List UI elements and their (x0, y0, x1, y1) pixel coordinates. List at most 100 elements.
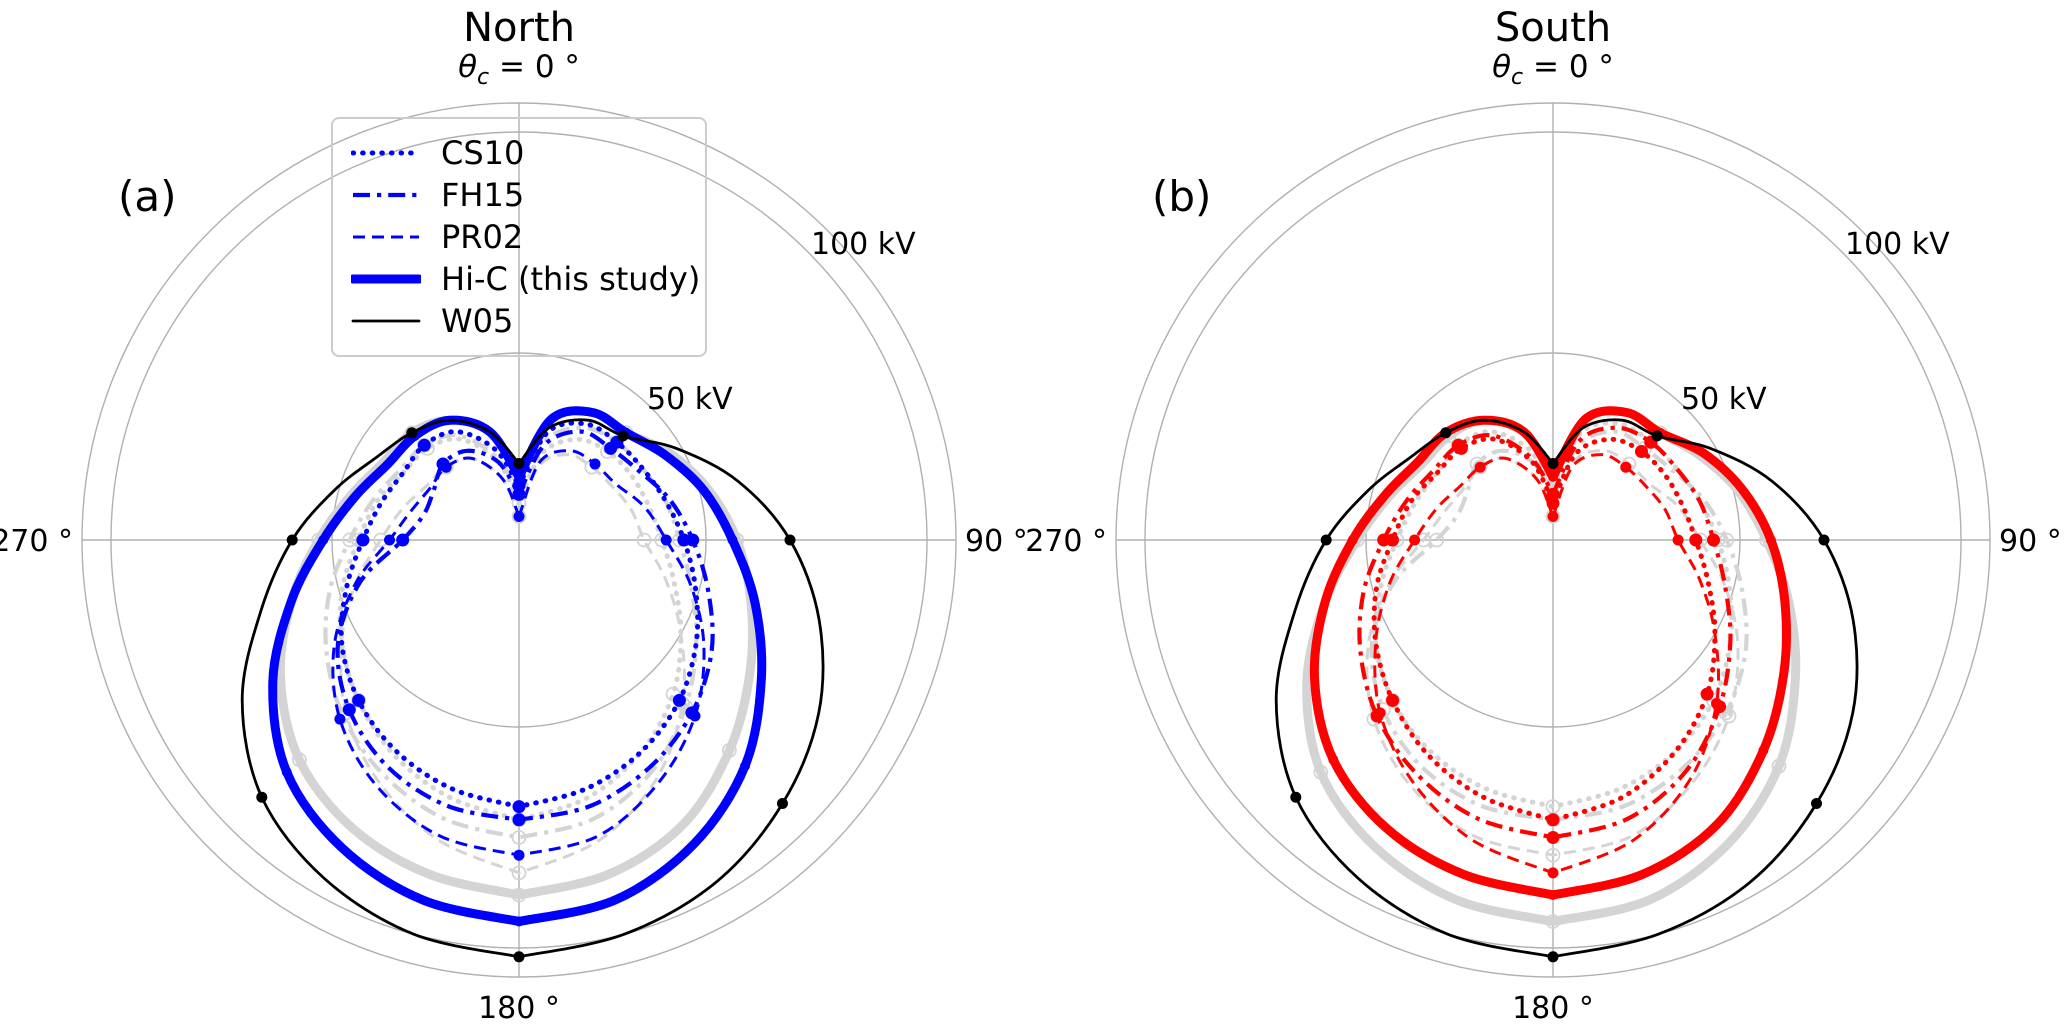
legend-item-hi-c-this-study-: Hi-C (this study) (351, 259, 700, 299)
data-point-marker (1771, 758, 1787, 774)
data-point-marker (514, 471, 524, 482)
data-point-marker (722, 743, 737, 758)
data-point-marker (1548, 890, 1558, 900)
data-point-marker (396, 533, 410, 547)
polar-spine-circle (1115, 102, 1991, 978)
data-point-marker (1707, 533, 1720, 547)
legend-line-sample (353, 235, 419, 239)
data-point-marker (1651, 430, 1663, 442)
data-point-marker (1546, 831, 1560, 844)
data-point-marker (1386, 693, 1400, 707)
data-point-marker (1700, 687, 1714, 701)
legend-line-sample (353, 192, 419, 198)
series-fh15-reference (323, 425, 699, 840)
panel-letter-b: (b) (1152, 172, 1212, 221)
panel-north-title: North θc = 0 ° (269, 6, 769, 95)
angle-tick-label-270: 270 ° (0, 524, 73, 559)
data-point-marker (1721, 708, 1737, 724)
data-point-marker (440, 461, 452, 473)
data-point-marker (1719, 532, 1735, 548)
data-point-marker (1451, 438, 1465, 452)
data-point-marker (1313, 764, 1329, 780)
polar-panel-south: 50 kV 100 kV 90 ° 180 ° 270 ° (1025, 102, 2062, 1026)
data-point-marker (511, 887, 527, 903)
data-point-marker (318, 535, 329, 545)
radial-tick-label-50kv: 50 kV (1681, 382, 1767, 417)
data-point-marker (1474, 461, 1486, 473)
data-point-marker (334, 713, 346, 725)
panel-south-title-text: South (1494, 5, 1612, 51)
data-point-marker (689, 710, 701, 722)
data-point-marker (512, 800, 526, 814)
data-point-marker (513, 458, 525, 469)
data-point-marker (1765, 535, 1776, 545)
data-point-marker (342, 703, 356, 717)
radial-gridline-50kv (331, 352, 707, 728)
angle-tick-label-180: 180 ° (1512, 991, 1594, 1026)
polar-panel-north: 50 kV 100 kV 90 ° 180 ° 270 ° (0, 102, 1028, 1026)
data-point-marker (1620, 461, 1632, 473)
data-point-marker (513, 511, 525, 522)
data-point-marker (617, 430, 629, 442)
data-point-marker (1758, 745, 1769, 756)
theta-equals-zero: = 0 ° (1523, 49, 1614, 85)
data-point-marker (512, 813, 526, 827)
data-point-marker (406, 427, 418, 439)
data-point-marker (1472, 459, 1488, 475)
panel-letter-a: (a) (118, 172, 177, 221)
legend-item-fh15: FH15 (351, 175, 687, 215)
panel-north-theta-label: θc = 0 ° (269, 50, 769, 95)
legend-item-label: CS10 (441, 134, 525, 172)
data-point-marker (1711, 698, 1722, 709)
data-point-marker (514, 916, 524, 927)
radial-tick-label-100kv: 100 kV (811, 227, 916, 262)
data-point-marker (1547, 458, 1559, 469)
data-point-marker (604, 441, 618, 455)
data-point-marker (1377, 533, 1391, 547)
legend-line-sample (351, 319, 421, 323)
data-point-marker (1545, 914, 1561, 929)
theta-equals-zero: = 0 ° (489, 49, 580, 85)
legend-item-label: Hi-C (this study) (441, 260, 701, 298)
theta-subscript: c (477, 65, 490, 91)
legend-line-sample (351, 274, 421, 284)
data-point-marker (589, 458, 601, 470)
data-point-marker (1546, 813, 1560, 827)
data-point-marker (1545, 847, 1561, 863)
data-point-marker (1320, 534, 1332, 546)
angle-tick-label-90: 90 ° (1999, 524, 2062, 559)
legend-item-w05: W05 (351, 301, 687, 341)
data-point-marker (660, 534, 672, 546)
data-point-marker (1547, 951, 1559, 963)
theta-subscript: c (1511, 65, 1524, 91)
data-point-marker (1811, 798, 1822, 809)
data-point-marker (1672, 534, 1684, 546)
legend-item-label: FH15 (441, 176, 525, 214)
data-point-marker (511, 830, 527, 845)
legend-item-label: W05 (441, 302, 514, 340)
data-point-marker (352, 693, 366, 707)
series-pr02-reference (1365, 449, 1740, 857)
theta-symbol: θ (1492, 49, 1512, 85)
data-point-marker (1547, 867, 1559, 879)
data-point-marker (1818, 534, 1830, 546)
data-point-marker (513, 849, 525, 861)
series-w05 (1274, 418, 1859, 959)
series-w05 (240, 418, 825, 959)
angle-tick-label-270: 270 ° (1025, 524, 1107, 559)
radial-tick-label-50kv: 50 kV (647, 382, 733, 417)
data-point-marker (342, 532, 358, 548)
panel-south-theta-label: θc = 0 ° (1303, 50, 1803, 95)
radial-gridline-50kv (1365, 352, 1741, 728)
polar-grid (1115, 102, 1991, 978)
data-point-marker (1547, 511, 1559, 522)
data-point-marker (511, 865, 527, 881)
legend-box: CS10 FH15 PR02 Hi-C (this study) W05 (331, 117, 707, 357)
series-cs10 (1371, 436, 1718, 823)
legend-line-sample (351, 150, 421, 156)
data-point-marker (512, 487, 526, 501)
legend-item-cs10: CS10 (351, 133, 687, 173)
data-point-marker (281, 767, 292, 778)
data-point-marker (1374, 707, 1386, 719)
panel-south-title: South θc = 0 ° (1303, 6, 1803, 95)
